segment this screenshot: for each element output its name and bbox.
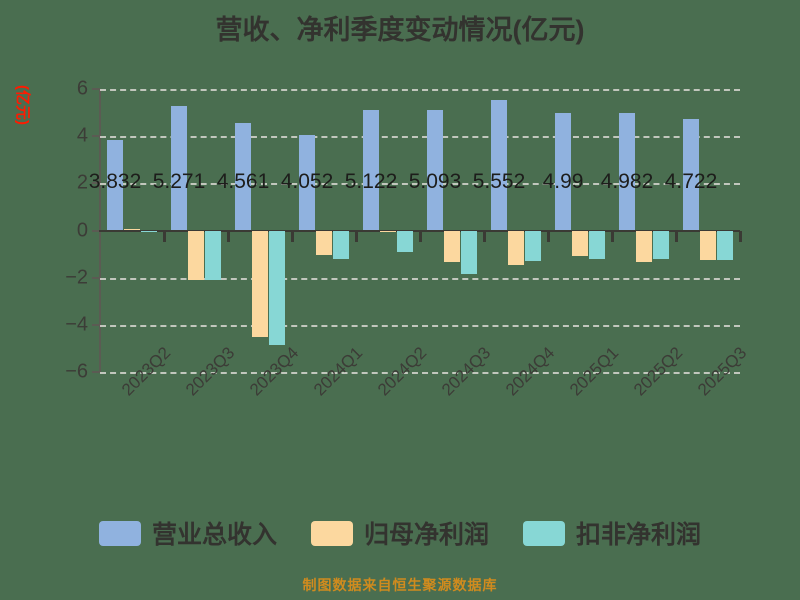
y-tick-label: −4 — [65, 313, 88, 336]
legend-label: 营业总收入 — [151, 521, 277, 549]
gridline — [100, 136, 740, 139]
legend-swatch — [523, 520, 565, 546]
bar[interactable] — [636, 230, 652, 263]
y-tick-label: −6 — [65, 360, 88, 383]
y-tick-label: 4 — [76, 124, 88, 147]
bar[interactable] — [124, 228, 140, 231]
bar[interactable] — [717, 230, 733, 260]
bar[interactable] — [683, 119, 699, 231]
page-title: 营收、净利季度变动情况(亿元) — [215, 15, 585, 45]
x-tick-mark — [163, 230, 166, 242]
bar[interactable] — [316, 230, 332, 256]
legend-swatch — [98, 520, 141, 546]
gridline — [100, 324, 740, 327]
x-tick-mark — [227, 230, 230, 242]
x-tick-mark — [675, 230, 678, 242]
bar[interactable] — [508, 230, 524, 265]
y-tick-mark — [92, 182, 100, 185]
legend-item[interactable]: 扣非净利润 — [523, 515, 701, 551]
bar-value-label: 5.093 — [408, 170, 462, 194]
y-tick-mark — [92, 371, 100, 373]
bar-value-label: 4.561 — [216, 170, 270, 194]
legend-label: 扣非净利润 — [576, 521, 702, 549]
x-tick-mark — [547, 230, 550, 242]
bar[interactable] — [188, 230, 204, 281]
bar[interactable] — [572, 230, 588, 257]
bar[interactable] — [444, 230, 460, 263]
y-tick-label: 6 — [76, 77, 88, 100]
bar[interactable] — [171, 106, 187, 231]
x-tick-mark — [739, 230, 742, 242]
y-tick-mark — [92, 276, 100, 279]
bar[interactable] — [299, 134, 315, 231]
bar[interactable] — [235, 122, 251, 231]
legend-swatch — [310, 520, 353, 546]
y-tick-label: 2 — [76, 171, 88, 194]
footer-note: 制图数据来自恒生聚源数据库 — [302, 577, 498, 593]
bar[interactable] — [141, 230, 157, 232]
gridline — [100, 372, 740, 374]
bar-value-label: 4.722 — [664, 170, 718, 194]
x-tick-mark — [483, 230, 486, 242]
chart-legend: 营业总收入 归母净利润 扣非净利润 — [0, 515, 800, 551]
bar[interactable] — [491, 99, 507, 231]
gridline — [100, 89, 740, 91]
bar[interactable] — [427, 110, 443, 231]
bar[interactable] — [269, 230, 285, 345]
y-axis-tick-labels: 6 4 2 0 −2 −4 −6 — [0, 0, 100, 600]
bar[interactable] — [252, 230, 268, 337]
bar[interactable] — [555, 112, 571, 231]
bar-value-label: 5.271 — [152, 170, 206, 194]
bar[interactable] — [397, 230, 413, 252]
bar[interactable] — [333, 230, 349, 259]
bar-value-label: 4.99 — [542, 170, 584, 194]
y-tick-mark — [92, 323, 100, 326]
bar-value-label: 5.552 — [472, 170, 526, 194]
bar[interactable] — [525, 230, 541, 262]
bar[interactable] — [107, 140, 123, 231]
bar[interactable] — [589, 230, 605, 259]
legend-label: 归母净利润 — [363, 521, 489, 549]
y-tick-mark — [92, 229, 100, 232]
bar-value-label: 3.832 — [88, 170, 142, 194]
bar-value-label: 4.052 — [280, 170, 334, 194]
bar-value-label: 4.982 — [600, 170, 654, 194]
plot-area: 3.832 5.271 4.561 4.052 5.122 5.093 5.552 4.99 4… — [89, 88, 742, 374]
bar[interactable] — [363, 109, 379, 231]
bar[interactable] — [461, 230, 477, 275]
legend-item[interactable]: 营业总收入 — [98, 515, 277, 551]
bar-value-label: 5.122 — [344, 170, 398, 194]
x-tick-mark — [291, 230, 294, 242]
gridline — [100, 277, 740, 280]
y-tick-mark — [92, 135, 100, 138]
gridline — [100, 183, 740, 186]
bar[interactable] — [619, 113, 635, 231]
legend-item[interactable]: 归母净利润 — [310, 515, 489, 551]
bar[interactable] — [653, 230, 669, 259]
y-tick-label: −2 — [65, 266, 88, 289]
y-tick-mark — [92, 88, 100, 90]
bar[interactable] — [700, 230, 716, 260]
x-tick-mark — [419, 230, 422, 242]
bar[interactable] — [205, 230, 221, 281]
bar[interactable] — [380, 230, 396, 232]
x-tick-mark — [611, 230, 614, 242]
y-tick-label: 0 — [76, 219, 88, 241]
x-tick-mark — [355, 230, 358, 242]
